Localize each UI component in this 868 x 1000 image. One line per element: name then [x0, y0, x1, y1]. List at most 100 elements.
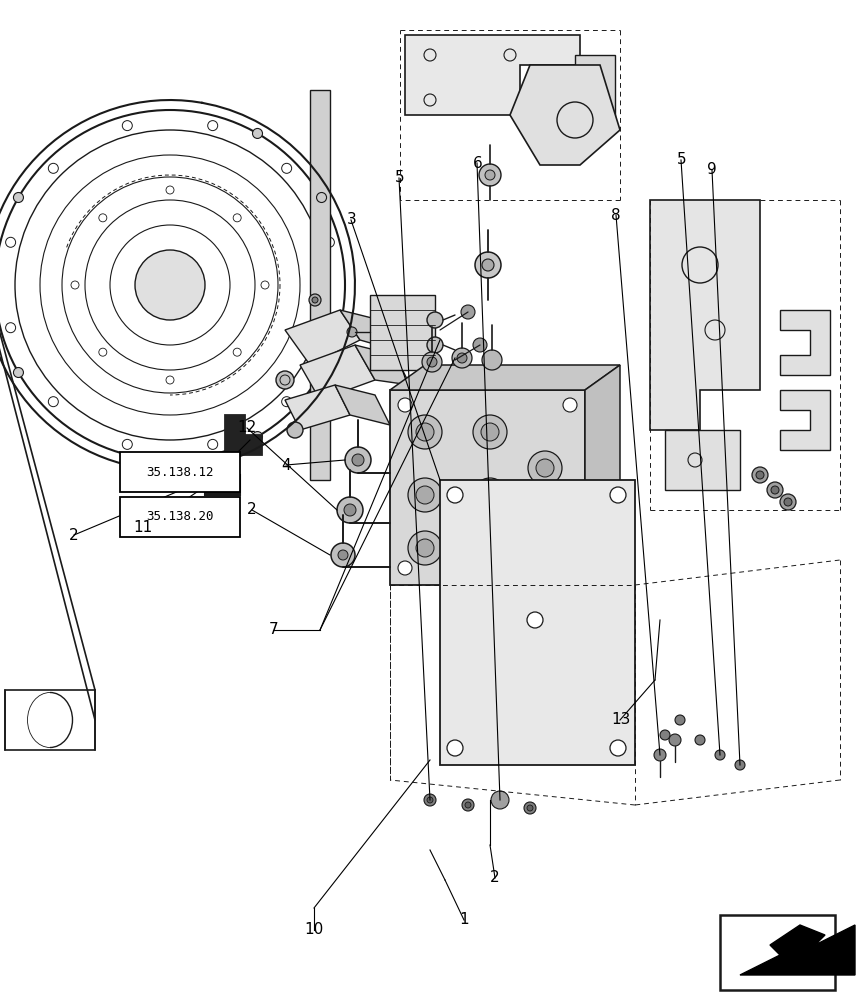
Circle shape: [253, 128, 262, 138]
Text: 3: 3: [346, 213, 357, 228]
Circle shape: [13, 192, 23, 202]
Circle shape: [528, 451, 562, 485]
Circle shape: [416, 423, 434, 441]
Polygon shape: [285, 310, 360, 365]
Circle shape: [695, 735, 705, 745]
Circle shape: [331, 543, 355, 567]
Bar: [390, 390, 585, 585]
Circle shape: [784, 498, 792, 506]
Polygon shape: [665, 430, 740, 490]
Circle shape: [536, 459, 554, 477]
Polygon shape: [405, 35, 580, 115]
Circle shape: [344, 504, 356, 516]
Circle shape: [427, 337, 443, 353]
Circle shape: [481, 486, 499, 504]
Circle shape: [309, 294, 321, 306]
Circle shape: [408, 415, 442, 449]
Bar: [720, 915, 835, 990]
Circle shape: [461, 305, 475, 319]
Circle shape: [465, 802, 471, 808]
Circle shape: [767, 482, 783, 498]
Circle shape: [482, 350, 502, 370]
Bar: [370, 295, 435, 370]
Text: 35.138.20: 35.138.20: [146, 510, 214, 524]
Circle shape: [715, 750, 725, 760]
Circle shape: [347, 327, 357, 337]
Text: 2: 2: [247, 502, 257, 518]
Circle shape: [756, 471, 764, 479]
Polygon shape: [575, 55, 615, 120]
Bar: [440, 480, 635, 765]
Circle shape: [485, 170, 495, 180]
Circle shape: [473, 338, 487, 352]
Circle shape: [457, 353, 467, 363]
Polygon shape: [205, 455, 240, 495]
Polygon shape: [780, 390, 830, 450]
Circle shape: [352, 454, 364, 466]
Polygon shape: [340, 310, 395, 350]
Circle shape: [475, 252, 501, 278]
Polygon shape: [300, 345, 375, 400]
Circle shape: [135, 250, 205, 320]
Circle shape: [654, 749, 666, 761]
Circle shape: [481, 423, 499, 441]
Text: 5: 5: [394, 170, 404, 186]
Circle shape: [528, 521, 562, 555]
Polygon shape: [225, 415, 262, 455]
Text: 9: 9: [707, 162, 717, 178]
Circle shape: [447, 487, 463, 503]
Circle shape: [563, 561, 577, 575]
Circle shape: [527, 612, 543, 628]
Polygon shape: [780, 310, 830, 375]
Text: 13: 13: [611, 712, 630, 728]
Circle shape: [536, 529, 554, 547]
Circle shape: [427, 357, 437, 367]
Circle shape: [287, 422, 303, 438]
Circle shape: [527, 805, 533, 811]
Circle shape: [422, 352, 442, 372]
Circle shape: [427, 312, 443, 328]
Circle shape: [771, 486, 779, 494]
Circle shape: [479, 164, 501, 186]
Text: 10: 10: [305, 922, 324, 938]
Text: 5: 5: [676, 152, 687, 167]
Circle shape: [312, 297, 318, 303]
Circle shape: [408, 531, 442, 565]
Circle shape: [669, 734, 681, 746]
Polygon shape: [285, 385, 350, 430]
Circle shape: [337, 497, 363, 523]
Circle shape: [675, 715, 685, 725]
Text: 8: 8: [611, 208, 621, 223]
Circle shape: [424, 794, 436, 806]
Circle shape: [524, 802, 536, 814]
Circle shape: [398, 398, 412, 412]
Circle shape: [317, 367, 326, 377]
Circle shape: [610, 740, 626, 756]
Circle shape: [735, 760, 745, 770]
Circle shape: [610, 487, 626, 503]
Circle shape: [338, 550, 348, 560]
Polygon shape: [650, 200, 760, 430]
Text: 7: 7: [268, 622, 279, 638]
Text: 12: 12: [238, 420, 257, 436]
Text: 35.138.12: 35.138.12: [146, 466, 214, 479]
Circle shape: [491, 791, 509, 809]
Circle shape: [482, 259, 494, 271]
Circle shape: [416, 486, 434, 504]
Polygon shape: [585, 365, 620, 585]
Bar: [120, 452, 240, 492]
Circle shape: [452, 348, 472, 368]
Circle shape: [408, 478, 442, 512]
Text: 4: 4: [281, 458, 292, 473]
Text: 11: 11: [134, 520, 153, 536]
Polygon shape: [310, 90, 330, 480]
Polygon shape: [390, 365, 620, 390]
Circle shape: [253, 432, 262, 442]
Circle shape: [752, 467, 768, 483]
Text: 2: 2: [490, 870, 500, 886]
Text: 2: 2: [69, 528, 79, 542]
Text: 1: 1: [459, 912, 470, 928]
Text: 6: 6: [472, 155, 483, 170]
Circle shape: [427, 797, 433, 803]
Circle shape: [497, 797, 503, 803]
